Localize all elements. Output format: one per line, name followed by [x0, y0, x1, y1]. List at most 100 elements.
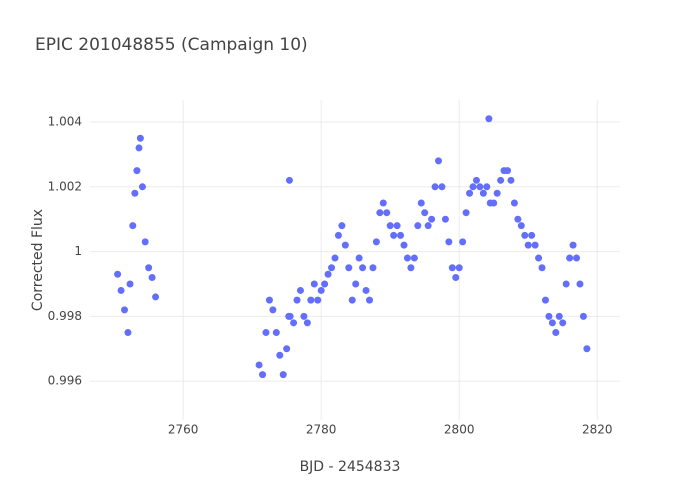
point: [466, 189, 474, 197]
point: [386, 222, 394, 230]
point: [269, 306, 277, 314]
y-tick-label: 1.002: [48, 179, 82, 193]
y-tick-label: 0.996: [48, 374, 82, 388]
x-tick-label: 2800: [444, 423, 475, 437]
point: [514, 215, 522, 223]
point: [541, 296, 549, 304]
point: [341, 241, 349, 249]
point: [469, 183, 477, 191]
x-tick-label: 2780: [306, 423, 337, 437]
point: [559, 319, 567, 327]
point: [573, 254, 581, 262]
point: [552, 329, 560, 337]
point: [517, 222, 525, 230]
point: [334, 231, 342, 239]
point: [255, 361, 263, 369]
point: [424, 222, 432, 230]
point: [452, 273, 460, 281]
point: [265, 296, 273, 304]
point: [286, 312, 294, 320]
point: [531, 241, 539, 249]
x-tick-label: 2820: [582, 423, 613, 437]
point: [414, 222, 422, 230]
y-tick-label: 0.998: [48, 309, 82, 323]
point: [317, 286, 325, 294]
point: [303, 319, 311, 327]
point: [379, 199, 387, 207]
point: [459, 238, 467, 246]
point: [497, 176, 505, 184]
point: [403, 254, 411, 262]
point: [293, 296, 301, 304]
point: [441, 215, 449, 223]
point: [129, 222, 137, 230]
point: [331, 254, 339, 262]
point: [504, 167, 512, 175]
point: [300, 312, 308, 320]
point: [279, 371, 287, 379]
point: [569, 241, 577, 249]
point: [428, 215, 436, 223]
point: [479, 189, 487, 197]
point: [126, 280, 134, 288]
point: [562, 280, 570, 288]
point: [372, 238, 380, 246]
point: [485, 115, 493, 123]
point: [138, 183, 146, 191]
point: [545, 312, 553, 320]
point: [259, 371, 267, 379]
point: [535, 254, 543, 262]
y-tick-label: 1.004: [48, 115, 82, 129]
point: [476, 183, 484, 191]
point: [566, 254, 574, 262]
point: [152, 293, 160, 301]
point: [431, 183, 439, 191]
point: [262, 329, 270, 337]
point: [145, 264, 153, 272]
points: [114, 115, 591, 379]
point: [352, 280, 360, 288]
point: [445, 238, 453, 246]
point: [521, 231, 529, 239]
point: [400, 241, 408, 249]
point: [407, 264, 415, 272]
point: [438, 183, 446, 191]
point: [472, 176, 480, 184]
point: [345, 264, 353, 272]
point: [338, 222, 346, 230]
point: [528, 231, 536, 239]
point: [576, 280, 584, 288]
point: [462, 209, 470, 217]
point: [328, 264, 336, 272]
point: [362, 286, 370, 294]
point: [579, 312, 587, 320]
point: [321, 280, 329, 288]
point: [493, 189, 501, 197]
point: [397, 231, 405, 239]
point: [417, 199, 425, 207]
point: [365, 296, 373, 304]
point: [324, 270, 332, 278]
point: [421, 209, 429, 217]
point: [583, 345, 591, 353]
point: [136, 134, 144, 142]
point: [510, 199, 518, 207]
point: [131, 189, 139, 197]
point: [133, 167, 141, 175]
x-tick-label: 2760: [168, 423, 199, 437]
point: [538, 264, 546, 272]
point: [524, 241, 532, 249]
point: [290, 319, 298, 327]
point: [355, 254, 363, 262]
grid: [90, 100, 620, 420]
point: [483, 183, 491, 191]
point: [455, 264, 463, 272]
point: [121, 306, 129, 314]
point: [117, 286, 125, 294]
chart-title: EPIC 201048855 (Campaign 10): [35, 35, 308, 55]
point: [148, 273, 156, 281]
point: [435, 157, 443, 165]
point: [348, 296, 356, 304]
point: [410, 254, 418, 262]
